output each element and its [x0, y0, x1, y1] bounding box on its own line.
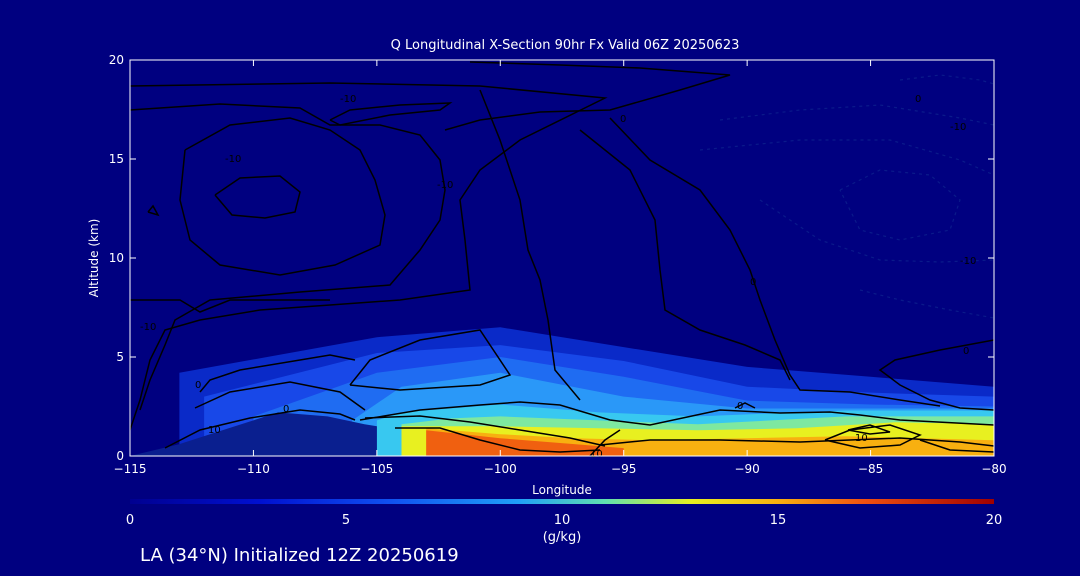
contour-label: 0 — [195, 380, 201, 391]
footer-text: LA (34°N) Initialized 12Z 20250619 — [140, 545, 459, 566]
terrain — [130, 412, 377, 456]
contour-label: 10 — [208, 425, 221, 436]
dashed-contour — [759, 199, 994, 263]
contour-label: -10 — [340, 94, 356, 105]
x-tick-label: −110 — [237, 462, 270, 476]
x-tick-label: −115 — [114, 462, 147, 476]
contour-line — [599, 437, 994, 447]
colorbar-tick-label: 5 — [342, 513, 350, 528]
y-axis-label: Altitude (km) — [87, 219, 101, 298]
contour-line — [179, 117, 386, 276]
contour-line — [130, 103, 446, 411]
contour-line — [395, 427, 601, 453]
contour-label: 0 — [963, 346, 969, 357]
contour-line — [147, 204, 160, 217]
contour-line — [878, 339, 994, 411]
contour-line — [130, 82, 608, 431]
contour-label: 10 — [855, 433, 868, 444]
contour-line — [919, 439, 994, 453]
dashed-contour — [859, 289, 994, 319]
y-tick-label: 0 — [116, 449, 124, 463]
contour-line — [199, 354, 356, 393]
contour-line — [349, 329, 512, 391]
y-tick-label: 15 — [109, 152, 124, 166]
contour-line — [164, 409, 356, 449]
x-axis-label: Longitude — [532, 483, 592, 497]
contour-line — [329, 102, 453, 126]
x-tick-label: −95 — [611, 462, 636, 476]
contour-label: -10 — [437, 180, 453, 191]
x-tick-label: −80 — [981, 462, 1006, 476]
contour-line — [847, 424, 891, 435]
contour-label: 0 — [915, 94, 921, 105]
contour-line — [214, 175, 301, 219]
contour-line — [479, 89, 581, 401]
x-tick-label: −100 — [484, 462, 517, 476]
contour-layer — [130, 61, 994, 456]
moisture-band — [426, 430, 624, 456]
y-tick-label: 10 — [109, 251, 124, 265]
y-tick-label: 5 — [116, 350, 124, 364]
colorbar-tick-label: 0 — [126, 513, 134, 528]
colorbar-unit: (g/kg) — [543, 530, 582, 545]
y-axis: 0 5 10 15 20 — [109, 53, 994, 463]
contour-line — [589, 429, 621, 456]
contour-label: 0 — [283, 404, 289, 415]
contour-label-layer: -10 -10 -10 -10 0 0 0 10 0 10 0 -10 -10 … — [140, 94, 976, 460]
colorbar-tick-label: 15 — [770, 513, 787, 528]
contour-line — [734, 402, 756, 409]
contour-label: -10 — [950, 122, 966, 133]
contour-label: 10 — [590, 449, 603, 460]
contour-label: -10 — [225, 154, 241, 165]
colorbar-tick-label: 10 — [554, 513, 571, 528]
colorbar-tick-label: 20 — [986, 513, 1003, 528]
x-tick-label: −105 — [360, 462, 393, 476]
colorbar — [130, 499, 994, 504]
contour-label: 0 — [737, 401, 743, 412]
x-axis: −115 −110 −105 −100 −95 −90 −85 −80 — [114, 60, 1007, 476]
contour-line — [609, 117, 941, 407]
contour-line — [579, 129, 791, 381]
x-tick-label: −85 — [858, 462, 883, 476]
contour-label: 0 — [620, 114, 626, 125]
y-tick-label: 20 — [109, 53, 124, 67]
contour-label: -10 — [140, 322, 156, 333]
dashed-contour — [699, 139, 994, 176]
x-tick-label: −90 — [734, 462, 759, 476]
dashed-contour — [839, 169, 961, 241]
contour-line — [130, 299, 330, 313]
contour-label: -10 — [960, 256, 976, 267]
contour-line — [359, 401, 994, 426]
contour-label: 0 — [750, 277, 756, 288]
contour-line — [444, 61, 731, 131]
contour-line — [364, 415, 606, 447]
contour-line — [194, 381, 366, 411]
colorbar-ticks: 0 5 10 15 20 — [126, 513, 1002, 528]
chart-title: Q Longitudinal X-Section 90hr Fx Valid 0… — [391, 38, 740, 53]
dashed-contour — [719, 104, 994, 126]
